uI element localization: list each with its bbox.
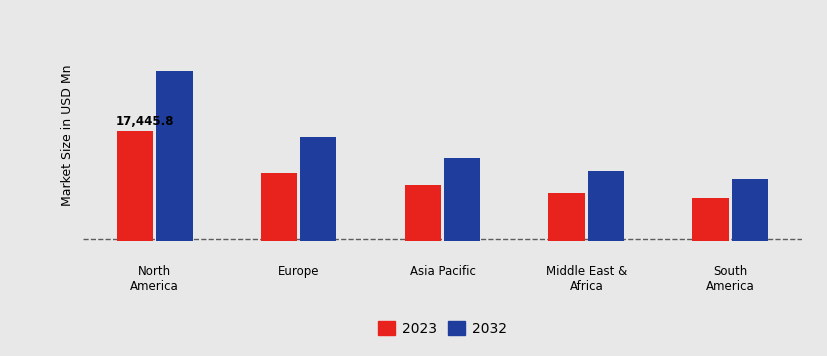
Bar	[732, 179, 768, 241]
Bar	[261, 173, 297, 241]
Bar	[692, 198, 729, 241]
Bar	[588, 172, 624, 241]
Legend: 2023, 2032: 2023, 2032	[373, 316, 512, 341]
Bar	[404, 185, 441, 241]
Bar	[300, 137, 337, 241]
Bar	[117, 131, 153, 241]
Text: 17,445.8: 17,445.8	[116, 115, 174, 129]
Bar	[444, 158, 480, 241]
Y-axis label: Market Size in USD Mn: Market Size in USD Mn	[61, 64, 74, 206]
Bar	[548, 193, 585, 241]
Bar	[156, 71, 193, 241]
